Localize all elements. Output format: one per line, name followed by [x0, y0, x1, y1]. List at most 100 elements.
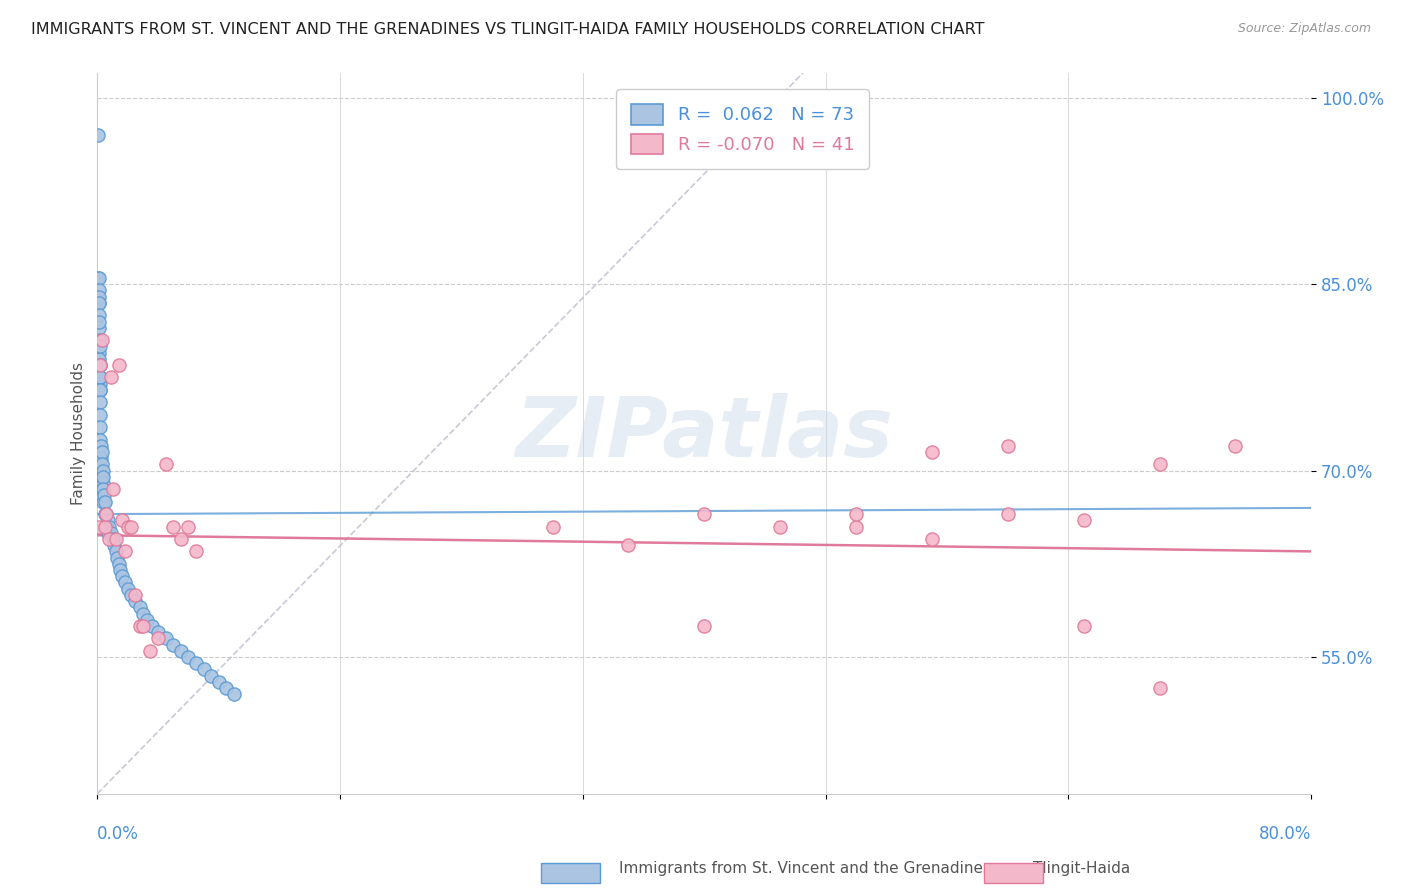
Text: Tlingit-Haida: Tlingit-Haida — [1033, 861, 1130, 876]
Point — [105, 550, 128, 565]
Point — [90, 470, 112, 484]
Point — [1149, 681, 1171, 695]
Point — [141, 619, 163, 633]
Point — [87, 296, 110, 310]
Point — [146, 632, 169, 646]
Point — [117, 582, 139, 596]
Point — [89, 314, 111, 328]
Point — [921, 532, 943, 546]
Point — [87, 271, 110, 285]
Point — [170, 532, 193, 546]
Point — [91, 476, 114, 491]
Point — [94, 519, 117, 533]
Point — [87, 296, 110, 310]
Point — [184, 657, 207, 671]
Point — [89, 395, 111, 409]
Point — [139, 644, 162, 658]
Point — [89, 358, 111, 372]
Point — [617, 538, 640, 552]
Point — [87, 345, 110, 359]
Point — [87, 320, 110, 334]
Point — [155, 458, 177, 472]
Point — [97, 525, 120, 540]
Point — [128, 600, 150, 615]
Point — [222, 687, 245, 701]
Point — [541, 519, 564, 533]
Text: Immigrants from St. Vincent and the Grenadines: Immigrants from St. Vincent and the Gren… — [619, 861, 991, 876]
Point — [1073, 513, 1095, 527]
Point — [170, 644, 193, 658]
Point — [100, 525, 122, 540]
Point — [997, 507, 1019, 521]
Point — [124, 588, 146, 602]
Point — [132, 607, 155, 621]
Point — [91, 464, 114, 478]
Point — [107, 358, 129, 372]
Point — [200, 668, 222, 682]
Point — [97, 513, 120, 527]
Legend: R =  0.062   N = 73, R = -0.070   N = 41: R = 0.062 N = 73, R = -0.070 N = 41 — [616, 89, 869, 169]
Point — [89, 376, 111, 391]
Point — [89, 339, 111, 353]
Point — [136, 613, 159, 627]
Point — [693, 619, 716, 633]
Point — [108, 563, 131, 577]
Point — [87, 128, 110, 142]
Point — [93, 470, 115, 484]
Point — [117, 519, 139, 533]
Point — [111, 569, 134, 583]
Point — [94, 519, 117, 533]
Point — [94, 507, 117, 521]
Point — [89, 351, 111, 366]
Point — [101, 532, 124, 546]
Point — [120, 519, 142, 533]
Text: 0.0%: 0.0% — [97, 825, 139, 843]
Point — [98, 519, 121, 533]
Point — [101, 483, 124, 497]
Point — [89, 370, 111, 384]
Point — [177, 519, 200, 533]
Point — [1225, 439, 1247, 453]
Point — [1073, 619, 1095, 633]
Text: ZIPatlas: ZIPatlas — [516, 392, 893, 474]
Point — [90, 439, 112, 453]
Point — [114, 575, 136, 590]
Point — [177, 650, 200, 665]
Point — [89, 383, 111, 397]
Point — [89, 420, 111, 434]
Point — [93, 488, 115, 502]
Point — [104, 544, 127, 558]
Text: Source: ZipAtlas.com: Source: ZipAtlas.com — [1237, 22, 1371, 36]
Point — [215, 681, 238, 695]
Point — [89, 433, 111, 447]
Point — [96, 519, 118, 533]
Point — [89, 370, 111, 384]
Point — [103, 538, 125, 552]
Point — [89, 358, 111, 372]
Point — [94, 494, 117, 508]
Point — [162, 638, 184, 652]
Point — [769, 519, 792, 533]
Point — [132, 619, 155, 633]
Point — [89, 358, 111, 372]
Point — [162, 519, 184, 533]
Point — [107, 557, 129, 571]
Point — [90, 483, 112, 497]
Point — [90, 451, 112, 466]
Point — [1149, 458, 1171, 472]
Point — [124, 594, 146, 608]
Point — [208, 674, 231, 689]
Point — [93, 483, 115, 497]
Point — [87, 290, 110, 304]
Point — [87, 308, 110, 322]
Point — [87, 519, 110, 533]
Point — [89, 408, 111, 422]
Point — [184, 544, 207, 558]
Point — [997, 439, 1019, 453]
Point — [87, 284, 110, 298]
Point — [90, 333, 112, 347]
Point — [96, 507, 118, 521]
Point — [120, 588, 142, 602]
Point — [93, 494, 115, 508]
Point — [921, 445, 943, 459]
